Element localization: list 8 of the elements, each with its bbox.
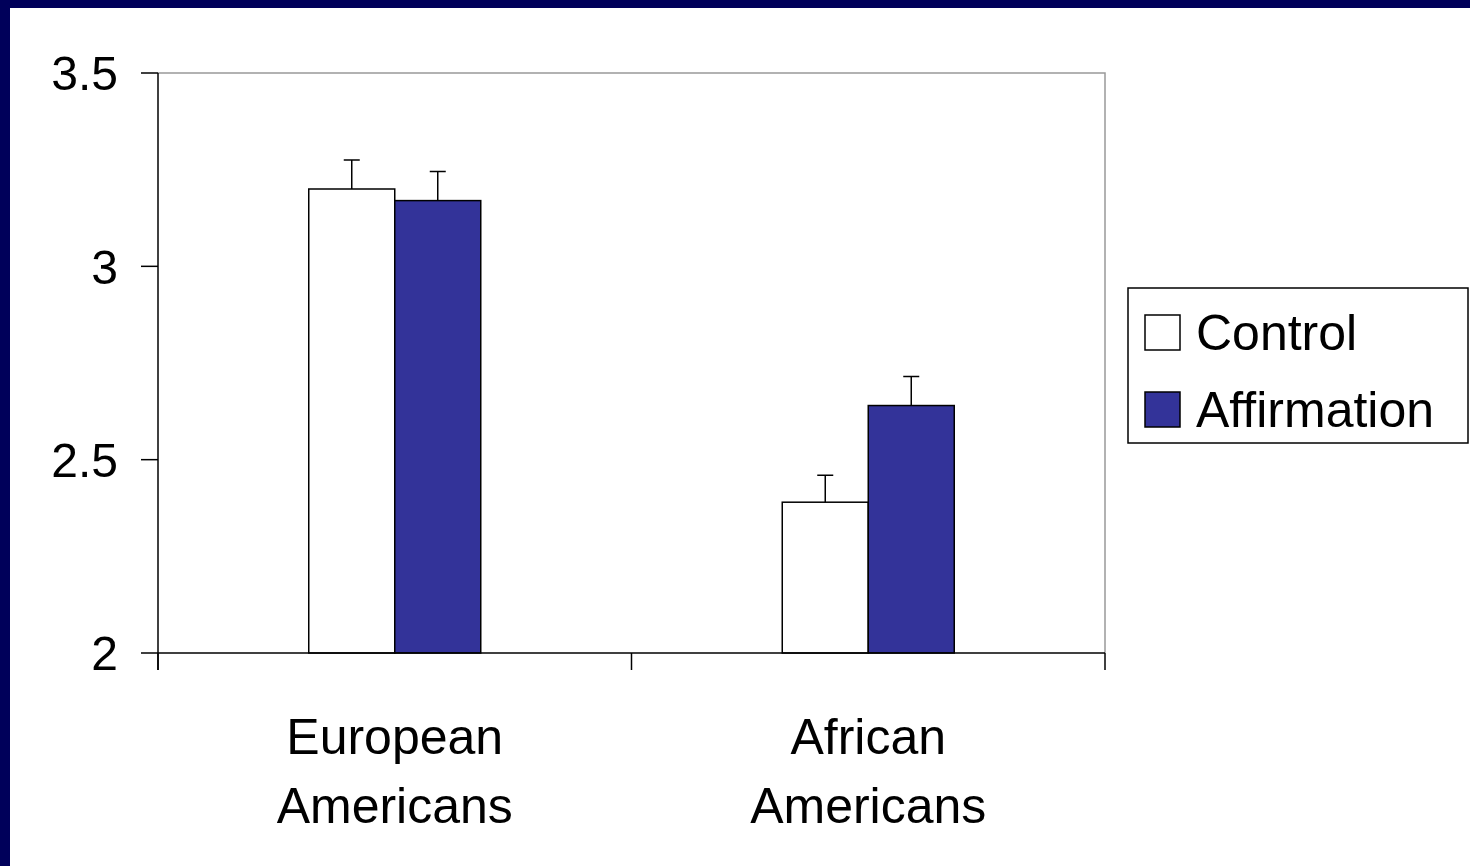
y-tick-label: 3.5 — [51, 47, 118, 101]
y-tick-label: 2.5 — [51, 433, 118, 487]
y-tick-label: 3 — [91, 240, 118, 294]
x-tick-label: European Americans — [276, 709, 513, 834]
y-tick-label: 2 — [91, 627, 118, 681]
x-tick-label: African Americans — [750, 709, 987, 834]
legend-label: Control — [1196, 305, 1358, 361]
legend-label: Affirmation — [1196, 382, 1435, 438]
